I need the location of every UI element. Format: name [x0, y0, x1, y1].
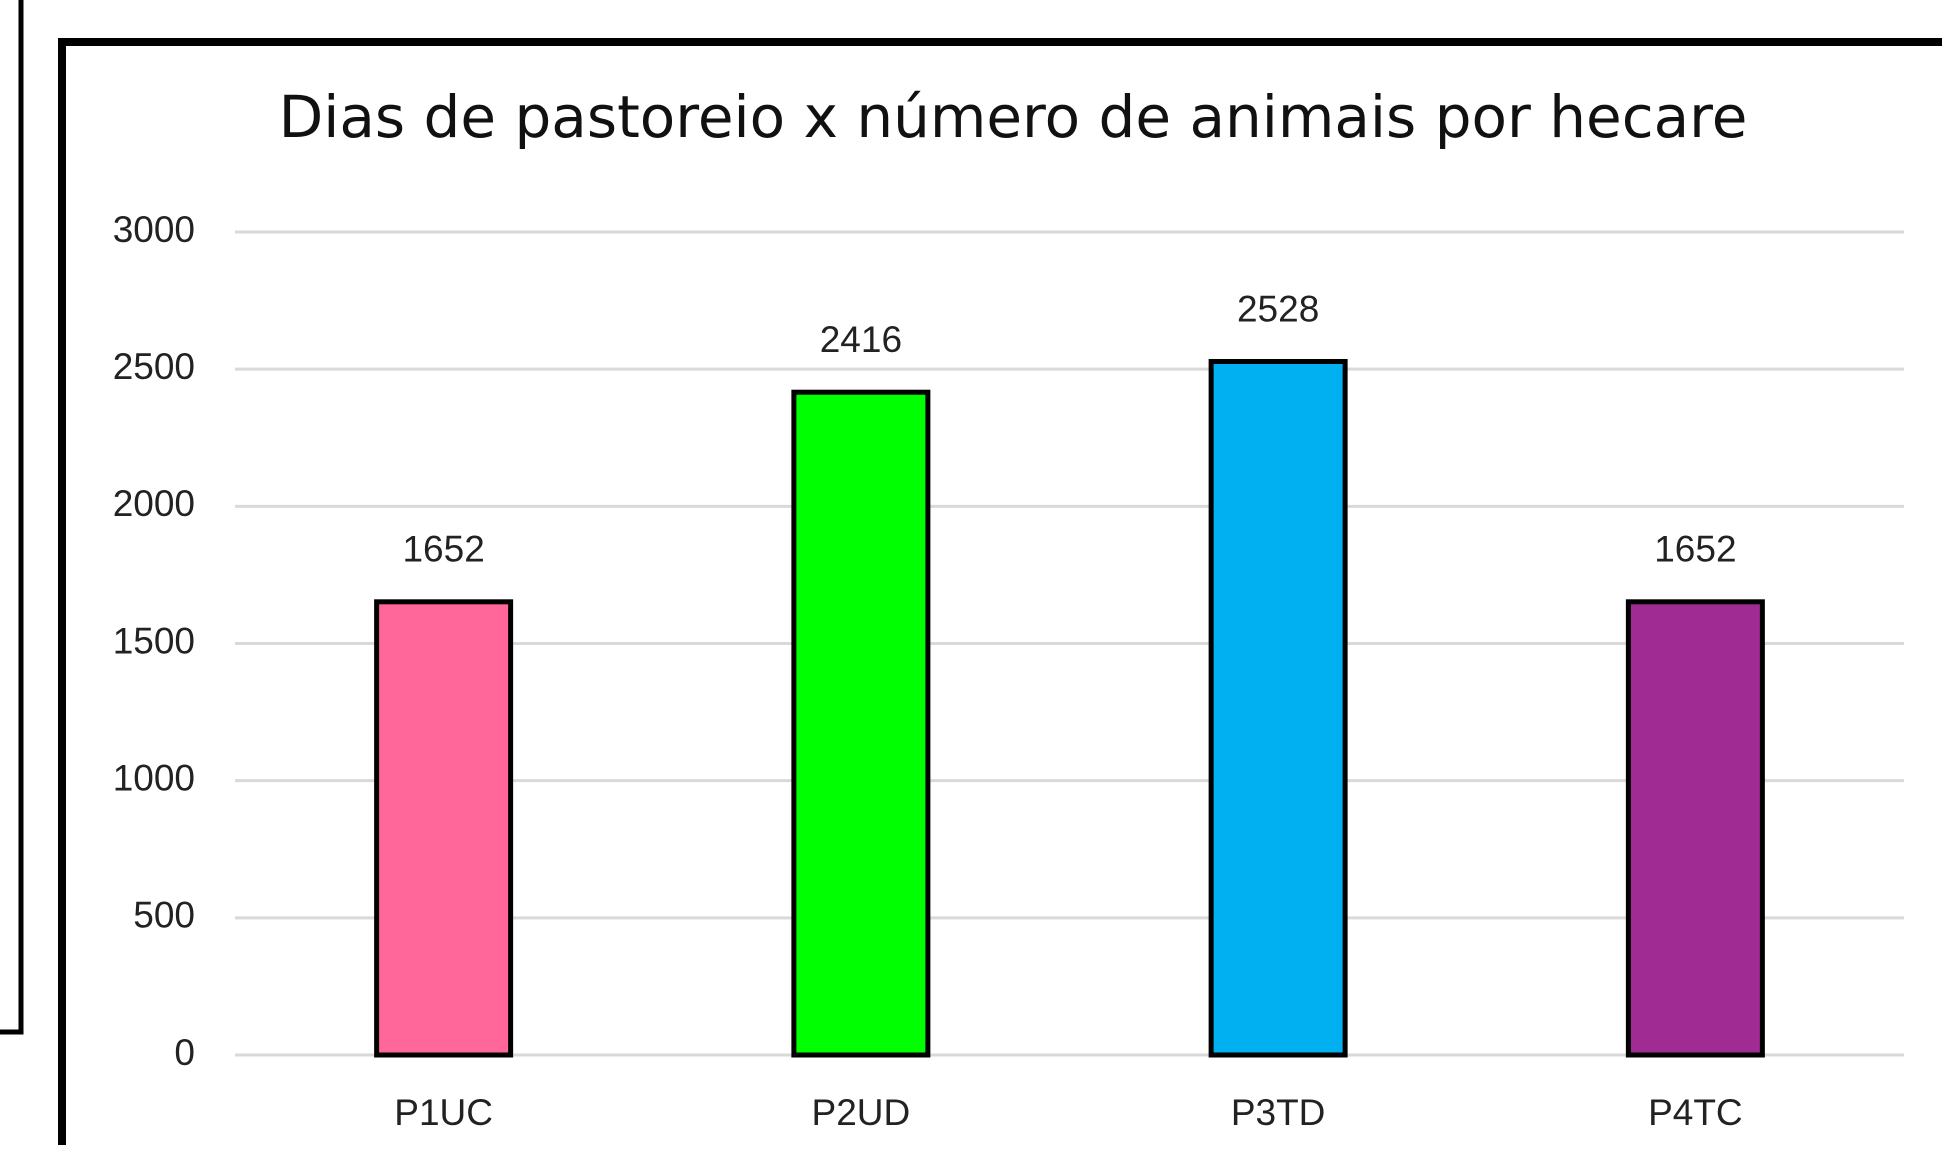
chart-frame [58, 38, 1942, 1145]
neighbor-frame [0, 0, 24, 1035]
y-tick-label: 3000 [113, 209, 195, 250]
bar [791, 389, 931, 1058]
y-tick-label: 2000 [113, 483, 195, 524]
bar [1208, 358, 1348, 1058]
bar [1625, 599, 1765, 1058]
y-tick-label: 0 [174, 1032, 195, 1073]
x-tick-label: P1UC [394, 1092, 493, 1133]
bar [374, 599, 514, 1058]
data-label: 2416 [820, 319, 902, 360]
y-tick-label: 2500 [113, 346, 195, 387]
x-tick-label: P2UD [812, 1092, 911, 1133]
y-tick-label: 1000 [113, 757, 195, 798]
data-label: 2528 [1237, 288, 1319, 329]
data-label: 1652 [402, 529, 484, 570]
x-tick-label: P4TC [1648, 1092, 1743, 1133]
x-tick-label: P3TD [1231, 1092, 1326, 1133]
data-label: 1652 [1654, 529, 1736, 570]
chart-title: Dias de pastoreio x número de animais po… [279, 83, 1748, 151]
y-tick-label: 1500 [113, 620, 195, 661]
y-tick-label: 500 [133, 895, 195, 936]
